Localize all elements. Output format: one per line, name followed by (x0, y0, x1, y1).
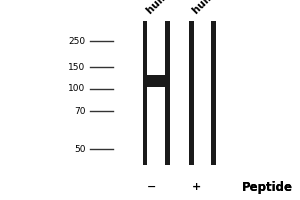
Text: 50: 50 (74, 144, 85, 154)
Text: human kidney: human kidney (191, 0, 257, 16)
Text: 150: 150 (68, 62, 86, 72)
Text: +: + (192, 182, 201, 192)
Bar (211, 21, 216, 165)
Text: 100: 100 (68, 84, 86, 93)
Text: 70: 70 (74, 106, 85, 116)
Bar (142, 75, 170, 87)
Text: human kidney: human kidney (144, 0, 210, 16)
Text: Peptide: Peptide (242, 180, 292, 194)
Text: Peptide: Peptide (242, 180, 292, 194)
Text: −: − (147, 182, 156, 192)
Bar (189, 21, 194, 165)
Bar (142, 21, 147, 165)
Text: 250: 250 (68, 36, 86, 46)
Bar (165, 21, 170, 165)
